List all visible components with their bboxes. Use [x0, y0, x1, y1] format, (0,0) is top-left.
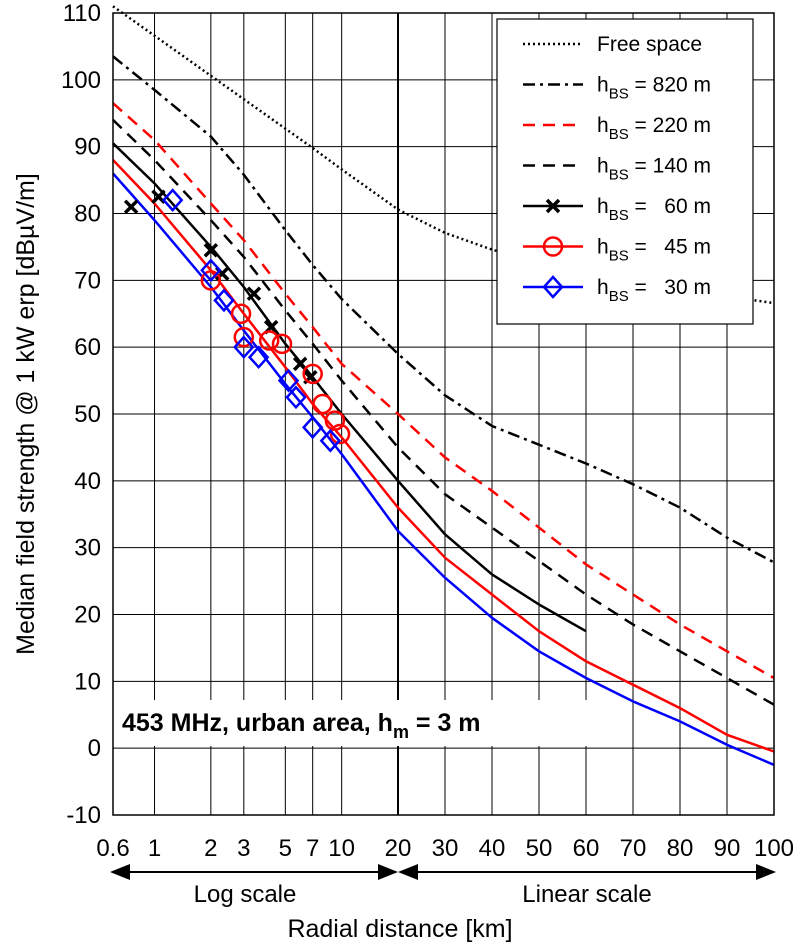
legend-marker [545, 198, 561, 214]
x-axis-title: Radial distance [km] [287, 915, 512, 943]
data-point-marker [312, 393, 333, 415]
data-point-marker [233, 326, 255, 348]
x-tick-label: 80 [667, 835, 694, 862]
x-tick-label: 7 [306, 835, 319, 862]
data-point-marker [247, 345, 270, 370]
legend-label: hBS = 140 m [597, 155, 711, 184]
annotation-text: 453 MHz, urban area, hm = 3 m [122, 709, 481, 742]
data-point-marker [230, 303, 252, 324]
legend-label: hBS = 60 m [597, 195, 711, 224]
legend-box [496, 18, 754, 325]
data-point-marker [213, 288, 235, 313]
x-tick-label: 90 [714, 835, 741, 862]
x-tick-label: 10 [328, 835, 355, 862]
y-tick-label: 90 [74, 134, 101, 161]
data-point-marker [271, 333, 293, 355]
x-tick-label: 60 [573, 835, 600, 862]
legend-item: hBS = 45 m [523, 236, 711, 265]
tick-labels: 0.6 1 2 3 5 7 10 20 30 40 50 60 70 80 90 100 -10 0 10 20 30 4… [61, 0, 794, 862]
x-tick-label: 30 [432, 835, 459, 862]
data-point-marker [258, 330, 280, 351]
data-point-marker [200, 258, 222, 283]
data-point-marker [319, 428, 342, 453]
legend-label: hBS = 30 m [597, 276, 711, 305]
y-tick-label: 60 [74, 334, 101, 361]
series-line [112, 55, 775, 564]
legend-label: hBS = 820 m [597, 74, 711, 103]
x-tick-label: 5 [279, 835, 292, 862]
legend-item: hBS = 60 m [523, 195, 711, 224]
log-arrow-right-head [378, 864, 398, 880]
x-tick-label: 0.6 [96, 835, 129, 862]
legend-marker [542, 236, 564, 257]
y-tick-label: 20 [74, 602, 101, 629]
data-point-marker [302, 363, 323, 385]
x-tick-label: 1 [148, 835, 161, 862]
series-markers [123, 188, 351, 453]
y-tick-label: 100 [61, 67, 101, 94]
x-tick-label: 20 [385, 835, 412, 862]
legend-item: hBS = 30 m [523, 275, 711, 305]
y-tick-label: 30 [74, 535, 101, 562]
x-tick-label: 40 [479, 835, 506, 862]
linear-arrow-right-head [756, 864, 776, 880]
legend-label: hBS = 45 m [597, 236, 711, 265]
y-tick-label: 110 [63, 0, 101, 27]
y-axis-title: Median field strength @ 1 kW erp [dBµV/m… [12, 173, 40, 655]
data-point-marker [203, 243, 219, 258]
data-point-marker [123, 199, 139, 215]
plot-frame [112, 12, 775, 816]
x-tick-label: 2 [204, 835, 217, 862]
y-tick-label: 50 [74, 401, 101, 428]
log-arrow-left-head [110, 864, 130, 880]
legend: Free space hBS = 820 m hBS = 220 m hBS = 14… [496, 18, 754, 325]
data-point-marker [151, 189, 166, 205]
x-tick-label: 70 [620, 835, 647, 862]
data-point-marker [277, 368, 300, 393]
annotation-box: 453 MHz, urban area, hm = 3 m [117, 700, 589, 746]
data-point-marker [285, 385, 307, 410]
legend-item: hBS = 820 m [523, 74, 711, 103]
x-tick-label: 100 [754, 835, 794, 862]
scale-indicator: Log scale Linear scale [110, 864, 776, 908]
data-point-marker [324, 410, 346, 431]
data-point-marker [161, 188, 184, 213]
legend-item: hBS = 140 m [523, 155, 711, 184]
data-point-marker [246, 286, 262, 301]
data-point-marker [233, 335, 255, 360]
legend-item: Free space [523, 33, 702, 56]
series-line [112, 102, 775, 680]
linear-arrow-left-head [398, 864, 418, 880]
data-point-marker [200, 270, 222, 291]
legend-label: hBS = 220 m [597, 114, 711, 143]
series-line [112, 159, 775, 753]
data-point-marker [329, 423, 351, 445]
x-tick-label: 3 [237, 835, 250, 862]
y-tick-label: 80 [74, 201, 101, 228]
y-tick-label: 10 [74, 668, 101, 695]
data-point-marker [292, 356, 308, 372]
y-tick-label: -10 [66, 802, 101, 829]
series-line [112, 172, 775, 767]
legend-label: Free space [597, 33, 702, 56]
legend-marker [542, 275, 564, 299]
y-tick-label: 40 [74, 468, 101, 495]
y-tick-label: 70 [74, 267, 101, 294]
y-tick-label: 0 [88, 735, 101, 762]
linear-scale-label: Linear scale [522, 881, 651, 908]
log-scale-label: Log scale [194, 881, 297, 908]
data-point-marker [301, 415, 324, 440]
series-line [112, 119, 775, 706]
x-tick-label: 50 [526, 835, 553, 862]
legend-item: hBS = 220 m [523, 114, 711, 143]
